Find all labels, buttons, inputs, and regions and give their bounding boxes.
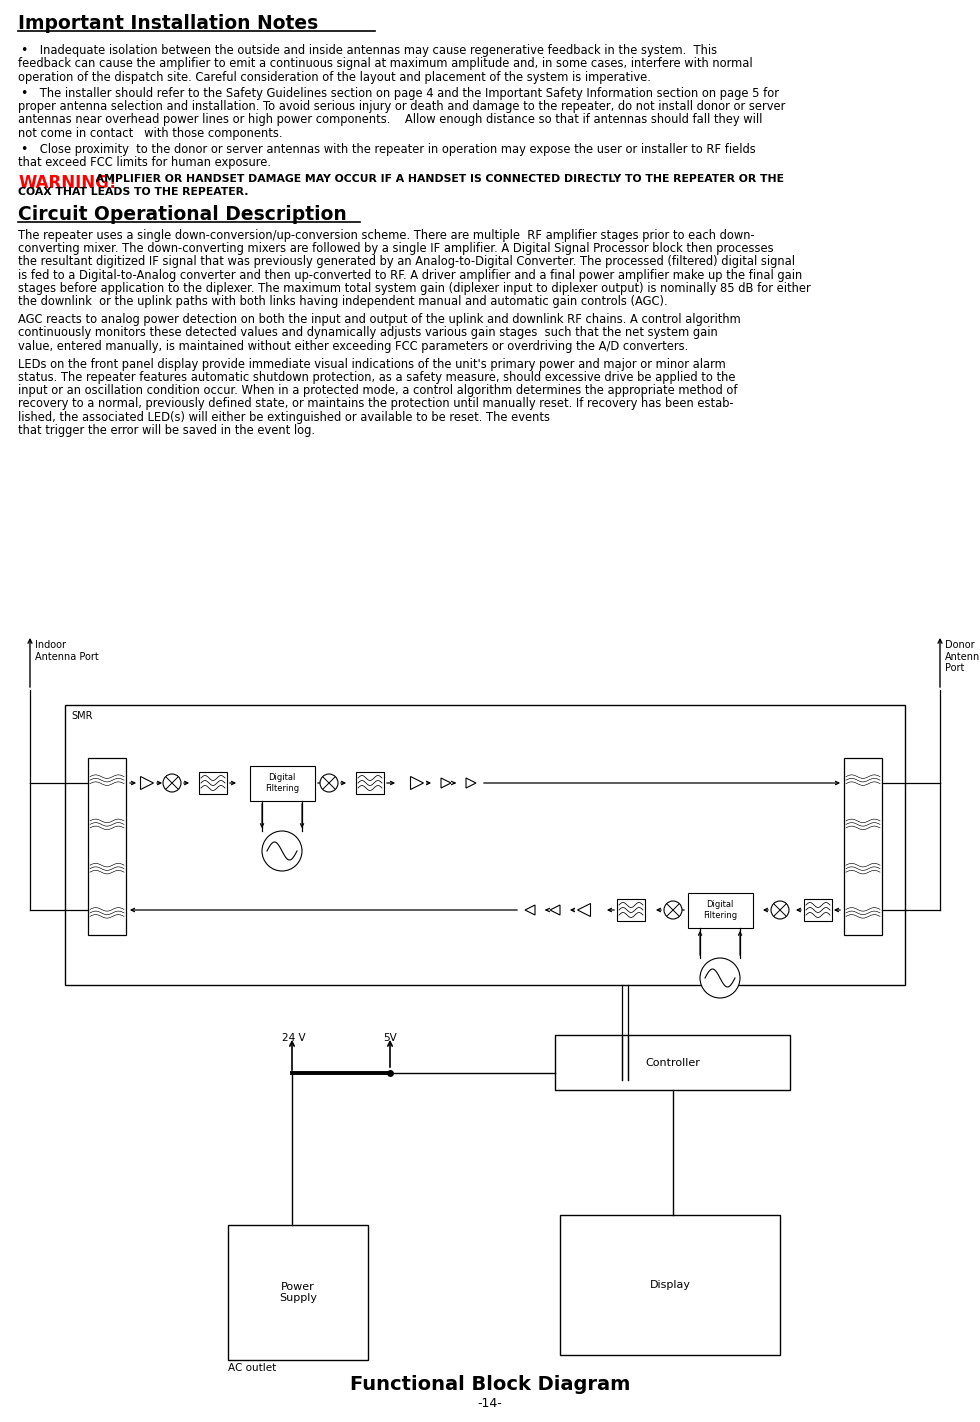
- Text: Circuit Operational Description: Circuit Operational Description: [18, 205, 347, 225]
- Polygon shape: [466, 778, 476, 788]
- Text: COAX THAT LEADS TO THE REPEATER.: COAX THAT LEADS TO THE REPEATER.: [18, 188, 249, 198]
- Circle shape: [163, 774, 181, 792]
- Text: stages before application to the diplexer. The maximum total system gain (diplex: stages before application to the diplexe…: [18, 282, 810, 294]
- Circle shape: [320, 774, 338, 792]
- Text: Important Installation Notes: Important Installation Notes: [18, 14, 318, 33]
- Bar: [844, 758, 882, 936]
- Bar: [688, 893, 753, 927]
- Bar: [560, 1214, 780, 1355]
- Text: The repeater uses a single down-conversion/up-conversion scheme. There are multi: The repeater uses a single down-conversi…: [18, 229, 755, 242]
- Text: continuously monitors these detected values and dynamically adjusts various gain: continuously monitors these detected val…: [18, 327, 717, 340]
- Text: Power
Supply: Power Supply: [279, 1281, 317, 1304]
- Text: Close proximity  to the donor or server antennas with the repeater in operation : Close proximity to the donor or server a…: [18, 142, 756, 155]
- Text: AMPLIFIER OR HANDSET DAMAGE MAY OCCUR IF A HANDSET IS CONNECTED DIRECTLY TO THE : AMPLIFIER OR HANDSET DAMAGE MAY OCCUR IF…: [92, 173, 784, 183]
- Polygon shape: [140, 776, 154, 789]
- Circle shape: [664, 902, 682, 919]
- Polygon shape: [550, 904, 560, 914]
- Text: •: •: [20, 44, 27, 57]
- Text: status. The repeater features automatic shutdown protection, as a safety measure: status. The repeater features automatic …: [18, 371, 736, 384]
- Text: that trigger the error will be saved in the event log.: that trigger the error will be saved in …: [18, 424, 315, 437]
- Text: AC outlet: AC outlet: [228, 1364, 276, 1374]
- Text: The installer should refer to the Safety Guidelines section on page 4 and the Im: The installer should refer to the Safety…: [18, 87, 779, 100]
- Text: not come in contact   with those components.: not come in contact with those component…: [18, 127, 282, 139]
- Text: Functional Block Diagram: Functional Block Diagram: [350, 1375, 630, 1394]
- Bar: [250, 765, 315, 801]
- Text: Indoor
Antenna Port: Indoor Antenna Port: [35, 640, 99, 661]
- Text: Digital
Filtering: Digital Filtering: [265, 774, 299, 792]
- Bar: [555, 1035, 790, 1091]
- Text: converting mixer. The down-converting mixers are followed by a single IF amplifi: converting mixer. The down-converting mi…: [18, 242, 773, 255]
- Polygon shape: [441, 778, 451, 788]
- Text: antennas near overhead power lines or high power components.    Allow enough dis: antennas near overhead power lines or hi…: [18, 114, 762, 127]
- Text: operation of the dispatch site. Careful consideration of the layout and placemen: operation of the dispatch site. Careful …: [18, 71, 651, 84]
- Text: Inadequate isolation between the outside and inside antennas may cause regenerat: Inadequate isolation between the outside…: [18, 44, 717, 57]
- Text: 5V: 5V: [383, 1032, 397, 1042]
- Text: WARNING!: WARNING!: [18, 173, 117, 192]
- Text: 24 V: 24 V: [282, 1032, 306, 1042]
- Bar: [228, 1224, 368, 1359]
- Text: value, entered manually, is maintained without either exceeding FCC parameters o: value, entered manually, is maintained w…: [18, 340, 688, 353]
- Bar: [65, 705, 905, 985]
- Text: the resultant digitized IF signal that was previously generated by an Analog-to-: the resultant digitized IF signal that w…: [18, 256, 795, 269]
- Text: proper antenna selection and installation. To avoid serious injury or death and : proper antenna selection and installatio…: [18, 100, 785, 112]
- Polygon shape: [525, 904, 535, 914]
- Text: Display: Display: [650, 1280, 691, 1290]
- Text: Donor
Antenna
Port: Donor Antenna Port: [945, 640, 980, 673]
- Bar: [617, 899, 645, 921]
- Text: •: •: [20, 87, 27, 100]
- Circle shape: [700, 958, 740, 998]
- Text: AGC reacts to analog power detection on both the input and output of the uplink : AGC reacts to analog power detection on …: [18, 313, 741, 326]
- Text: the downlink  or the uplink paths with both links having independent manual and : the downlink or the uplink paths with bo…: [18, 294, 667, 309]
- Text: •: •: [20, 142, 27, 155]
- Text: LEDs on the front panel display provide immediate visual indications of the unit: LEDs on the front panel display provide …: [18, 358, 726, 371]
- Text: input or an oscillation condition occur. When in a protected mode, a control alg: input or an oscillation condition occur.…: [18, 384, 738, 397]
- Text: Digital
Filtering: Digital Filtering: [703, 900, 737, 920]
- Text: recovery to a normal, previously defined state, or maintains the protection unti: recovery to a normal, previously defined…: [18, 397, 734, 411]
- Circle shape: [771, 902, 789, 919]
- Text: SMR: SMR: [71, 711, 92, 721]
- Text: Controller: Controller: [645, 1058, 700, 1068]
- Bar: [199, 772, 227, 793]
- Polygon shape: [411, 776, 423, 789]
- Text: lished, the associated LED(s) will either be extinguished or available to be res: lished, the associated LED(s) will eithe…: [18, 411, 550, 424]
- Bar: [804, 899, 832, 921]
- Circle shape: [262, 830, 302, 872]
- Text: that exceed FCC limits for human exposure.: that exceed FCC limits for human exposur…: [18, 156, 271, 169]
- Bar: [356, 772, 384, 793]
- Text: is fed to a Digital-to-Analog converter and then up-converted to RF. A driver am: is fed to a Digital-to-Analog converter …: [18, 269, 803, 282]
- Bar: [88, 758, 126, 936]
- Text: feedback can cause the amplifier to emit a continuous signal at maximum amplitud: feedback can cause the amplifier to emit…: [18, 57, 753, 71]
- Text: -14-: -14-: [477, 1396, 503, 1411]
- Polygon shape: [577, 903, 591, 917]
